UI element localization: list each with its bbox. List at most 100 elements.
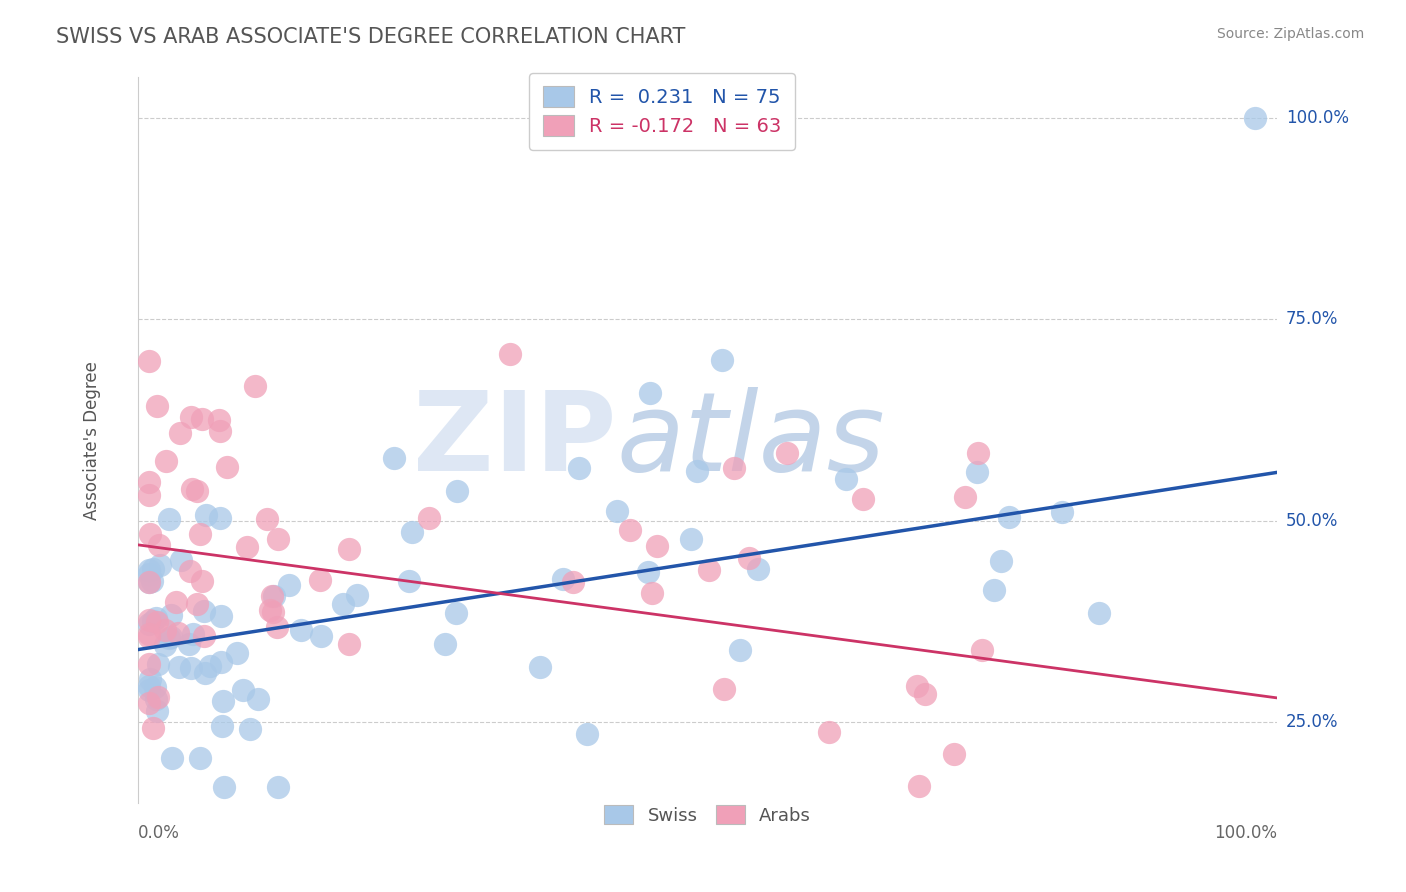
Point (713, 682, 735, 697)
Point (167, 625, 190, 640)
Point (382, 450, 405, 465)
Point (209, 608, 232, 623)
Point (180, 661, 202, 675)
Point (160, 751, 183, 765)
Point (337, 542, 360, 557)
Point (983, 582, 1005, 597)
Point (198, 659, 221, 673)
Point (226, 646, 249, 660)
Point (138, 567, 160, 582)
Point (146, 615, 169, 629)
Point (434, 638, 457, 652)
Text: 100.0%: 100.0% (1286, 109, 1348, 127)
Point (907, 779, 929, 793)
Point (637, 566, 659, 580)
Text: 0.0%: 0.0% (138, 824, 180, 842)
Point (208, 510, 231, 524)
Point (160, 630, 183, 644)
Point (138, 354, 160, 368)
Text: 75.0%: 75.0% (1286, 310, 1339, 328)
Point (148, 657, 170, 672)
Point (138, 475, 160, 489)
Legend: Swiss, Arabs: Swiss, Arabs (592, 792, 824, 838)
Point (169, 660, 191, 674)
Point (139, 673, 162, 687)
Point (194, 666, 217, 681)
Point (145, 691, 167, 706)
Point (212, 694, 235, 708)
Point (970, 643, 993, 657)
Point (1088, 606, 1111, 620)
Point (169, 425, 191, 440)
Point (138, 682, 160, 697)
Point (142, 614, 165, 628)
Point (309, 574, 332, 588)
Point (138, 487, 160, 501)
Point (179, 637, 201, 651)
Point (146, 399, 169, 413)
Point (852, 492, 875, 507)
Point (943, 747, 966, 761)
Point (138, 614, 160, 628)
Point (148, 538, 170, 552)
Point (266, 620, 288, 634)
Text: 25.0%: 25.0% (1286, 713, 1339, 731)
Point (186, 483, 208, 498)
Point (138, 617, 160, 632)
Point (256, 512, 278, 526)
Point (697, 563, 720, 577)
Point (337, 637, 360, 651)
Point (967, 446, 990, 460)
Point (619, 524, 641, 538)
Point (138, 657, 160, 671)
Point (179, 564, 201, 578)
Point (188, 527, 211, 541)
Point (208, 413, 231, 427)
Point (551, 572, 574, 586)
Point (188, 751, 211, 765)
Point (193, 629, 215, 643)
Point (141, 574, 163, 589)
Point (145, 704, 167, 718)
Point (191, 412, 214, 426)
Point (146, 690, 169, 704)
Point (239, 722, 262, 736)
Point (138, 575, 160, 590)
Point (209, 655, 232, 669)
Point (332, 597, 354, 611)
Point (990, 554, 1012, 568)
Point (576, 727, 599, 741)
Point (165, 595, 187, 609)
Point (138, 574, 160, 589)
Point (681, 532, 703, 546)
Point (191, 574, 214, 588)
Point (638, 386, 661, 401)
Point (232, 682, 254, 697)
Point (169, 553, 191, 567)
Point (160, 608, 183, 623)
Point (194, 508, 217, 522)
Point (645, 539, 668, 553)
Point (561, 575, 583, 590)
Point (181, 482, 204, 496)
Point (183, 626, 205, 640)
Point (149, 558, 172, 573)
Point (418, 511, 440, 525)
Point (262, 605, 284, 619)
Point (641, 586, 664, 600)
Point (157, 511, 180, 525)
Point (998, 509, 1021, 524)
Point (153, 638, 176, 652)
Point (568, 461, 591, 475)
Point (818, 724, 841, 739)
Point (953, 490, 976, 504)
Point (180, 409, 202, 424)
Point (138, 696, 160, 710)
Point (211, 719, 233, 733)
Point (711, 353, 734, 368)
Text: Associate's Degree: Associate's Degree (83, 360, 101, 519)
Point (155, 454, 177, 468)
Point (346, 588, 368, 602)
Point (209, 424, 232, 438)
Point (143, 681, 166, 695)
